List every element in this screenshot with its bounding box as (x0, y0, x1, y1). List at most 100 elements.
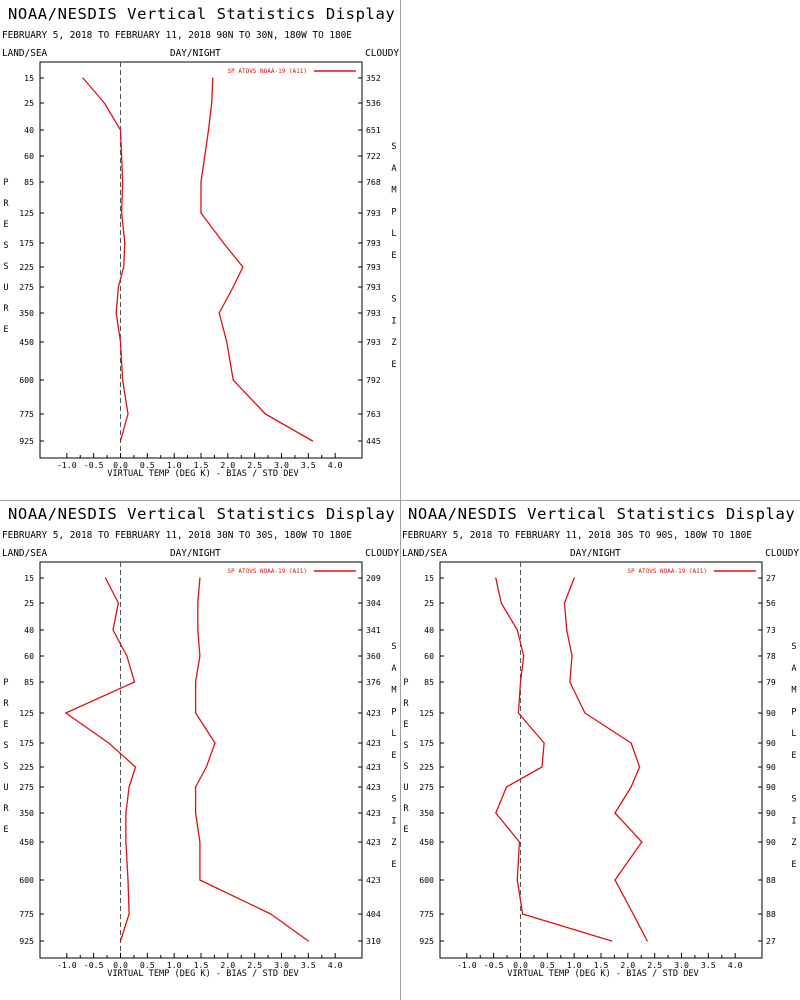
sample-size-label: 423 (366, 808, 381, 818)
pressure-level-label: 600 (419, 875, 434, 885)
bias-point (127, 413, 129, 415)
sample-size-label: 423 (366, 837, 381, 847)
chart-panel-30s-90s: NOAA/NESDIS Vertical Statistics Display F… (400, 500, 800, 1000)
x-tick-label: 0.5 (140, 460, 155, 470)
sample-size-label: 90 (766, 738, 776, 748)
y-axis-right-label-letter: E (391, 251, 396, 261)
y-axis-label-letter: R (3, 199, 9, 209)
std-dev-point (218, 312, 220, 314)
bias-point (128, 786, 130, 788)
x-tick-label: 3.0 (674, 960, 689, 970)
x-tick-label: 1.5 (194, 460, 209, 470)
pressure-level-label: 15 (24, 573, 34, 583)
std-dev-point (195, 681, 197, 683)
std-dev-line (563, 577, 648, 942)
std-dev-point (195, 712, 197, 714)
bias-point (112, 629, 114, 631)
pressure-level-label: 775 (19, 909, 34, 919)
pressure-level-label: 600 (19, 875, 34, 885)
std-dev-point (632, 913, 634, 915)
std-dev-point (307, 940, 309, 942)
y-axis-right-label-letter: S (391, 642, 396, 652)
sample-size-label: 304 (366, 598, 381, 608)
bias-point (522, 913, 524, 915)
y-axis-label-letter: S (3, 262, 8, 272)
bias-point (121, 212, 123, 214)
y-axis-label-letter: E (3, 825, 8, 835)
std-dev-point (199, 655, 201, 657)
sample-size-label: 90 (766, 762, 776, 772)
legend-label: SP ATOVS NOAA-19 (A11) (628, 568, 707, 575)
y-axis-label-letter: S (3, 741, 8, 751)
x-tick-label: 3.5 (301, 960, 316, 970)
x-tick-label: 2.0 (620, 960, 635, 970)
bias-point (541, 766, 543, 768)
y-axis-right-label-letter: E (791, 860, 796, 870)
sample-size-label: 88 (766, 909, 776, 919)
y-axis-right-label-letter: A (791, 664, 797, 674)
sample-size-label: 792 (366, 375, 381, 385)
bias-point (611, 940, 613, 942)
plot-frame (39, 561, 363, 959)
y-axis-label-letter: E (3, 220, 8, 230)
pressure-level-label: 60 (424, 651, 434, 661)
bias-point (122, 379, 124, 381)
y-axis-right-label-letter: A (391, 664, 397, 674)
std-dev-point (199, 577, 201, 579)
pressure-level-label: 275 (19, 782, 34, 792)
bias-point (121, 155, 123, 157)
pressure-level-label: 40 (424, 625, 434, 635)
sample-size-label: 793 (366, 337, 381, 347)
std-dev-point (646, 940, 648, 942)
header-cloudy: CLOUDY (365, 48, 399, 59)
pressure-level-label: 25 (24, 598, 34, 608)
pressure-level-label: 15 (424, 573, 434, 583)
bias-point (117, 286, 119, 288)
sample-size-label: 793 (366, 282, 381, 292)
sample-size-label: 376 (366, 677, 381, 687)
pressure-level-label: 60 (24, 151, 34, 161)
pressure-level-label: 925 (419, 936, 434, 946)
bias-point (82, 77, 84, 79)
pressure-level-label: 450 (419, 837, 434, 847)
header-day-night: DAY/NIGHT (170, 48, 221, 59)
std-dev-point (204, 155, 206, 157)
x-tick-label: -0.5 (84, 960, 104, 970)
x-tick-label: 2.0 (220, 460, 235, 470)
pressure-level-label: 25 (24, 98, 34, 108)
sample-size-label: 27 (766, 936, 776, 946)
y-axis-right-label-letter: I (391, 316, 396, 326)
y-axis-right-label-letter: Z (391, 838, 396, 848)
bias-point (104, 577, 107, 579)
bias-point (495, 577, 497, 579)
std-dev-point (270, 913, 272, 915)
std-dev-point (614, 879, 616, 881)
pressure-level-label: 175 (419, 738, 434, 748)
bias-point (124, 242, 126, 244)
x-tick-label: 3.0 (274, 460, 289, 470)
x-tick-label: -1.0 (57, 460, 77, 470)
y-axis-label-letter: U (3, 783, 8, 793)
bias-point (518, 841, 520, 843)
chart-panel-30n-30s: NOAA/NESDIS Vertical Statistics Display F… (0, 500, 400, 1000)
y-axis-right-label-letter: S (391, 142, 396, 152)
std-dev-point (232, 286, 234, 288)
std-dev-point (222, 242, 225, 244)
std-dev-point (226, 341, 228, 343)
y-axis-right-label-letter: Z (391, 338, 396, 348)
std-dev-line (200, 77, 313, 442)
bias-point (517, 712, 519, 714)
chart-svg: -1.0 -0.5 0.0 0.5 1.0 1.5 2.0 2.5 3.0 3.5 4.0 VIRTU… (403, 561, 797, 979)
x-tick-label: 2.5 (247, 460, 262, 470)
sample-size-label: 423 (366, 762, 381, 772)
y-axis-right-label-letter: I (791, 816, 796, 826)
x-tick-label: 0.0 (513, 960, 528, 970)
sample-size-label: 90 (766, 837, 776, 847)
sample-size-label: 209 (366, 573, 381, 583)
pressure-level-label: 40 (24, 125, 34, 135)
bias-point (134, 766, 137, 768)
std-dev-line (194, 577, 309, 942)
y-axis-right-label-letter: S (791, 642, 796, 652)
std-dev-point (212, 77, 214, 79)
y-axis-right-label-letter: S (791, 795, 796, 805)
